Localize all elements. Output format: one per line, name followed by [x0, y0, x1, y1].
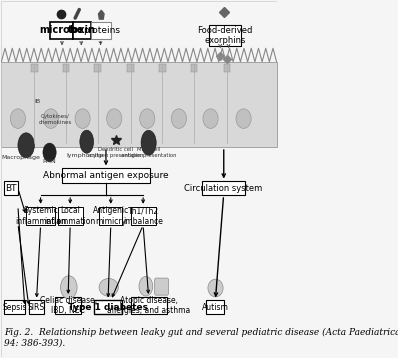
- FancyBboxPatch shape: [159, 64, 166, 72]
- Text: Atopic disease,
allergies, and asthma: Atopic disease, allergies, and asthma: [107, 296, 190, 315]
- Text: Mast cell
antigen presentation: Mast cell antigen presentation: [121, 147, 176, 158]
- FancyBboxPatch shape: [26, 207, 55, 225]
- FancyBboxPatch shape: [50, 21, 73, 39]
- FancyBboxPatch shape: [131, 207, 156, 225]
- FancyBboxPatch shape: [207, 300, 224, 314]
- Ellipse shape: [18, 133, 34, 158]
- Ellipse shape: [139, 276, 153, 296]
- FancyBboxPatch shape: [209, 25, 241, 46]
- FancyBboxPatch shape: [191, 64, 197, 72]
- FancyBboxPatch shape: [99, 207, 123, 225]
- Text: Fig. 2.  Relationship between leaky gut and several pediatric disease (Acta Paed: Fig. 2. Relationship between leaky gut a…: [4, 328, 398, 337]
- Text: Macrophage: Macrophage: [1, 155, 40, 160]
- FancyBboxPatch shape: [31, 64, 38, 72]
- Ellipse shape: [208, 279, 223, 297]
- Text: Autism: Autism: [202, 303, 229, 312]
- FancyBboxPatch shape: [155, 278, 168, 295]
- Text: Systemic
inflammation: Systemic inflammation: [15, 206, 66, 226]
- FancyBboxPatch shape: [224, 64, 230, 72]
- Text: PMN: PMN: [43, 159, 57, 164]
- Text: toxin: toxin: [68, 25, 96, 35]
- Ellipse shape: [10, 109, 25, 129]
- Polygon shape: [99, 10, 104, 19]
- Ellipse shape: [171, 109, 187, 129]
- Text: BT: BT: [5, 184, 17, 193]
- Text: Dendritic cell
antigen presentation: Dendritic cell antigen presentation: [88, 147, 143, 158]
- Text: Circulation system: Circulation system: [185, 184, 263, 193]
- FancyBboxPatch shape: [94, 64, 101, 72]
- Ellipse shape: [99, 279, 118, 296]
- Text: IB: IB: [34, 98, 40, 103]
- FancyBboxPatch shape: [58, 207, 82, 225]
- FancyBboxPatch shape: [91, 21, 111, 39]
- Ellipse shape: [203, 109, 218, 129]
- Text: proteins: proteins: [83, 26, 120, 35]
- Text: microbe: microbe: [39, 25, 84, 35]
- Text: SIRS: SIRS: [28, 303, 45, 312]
- FancyBboxPatch shape: [73, 21, 91, 39]
- Ellipse shape: [80, 130, 94, 153]
- Text: Abnormal antigen exposure: Abnormal antigen exposure: [43, 171, 169, 180]
- Text: Th1/Th2
imbalance: Th1/Th2 imbalance: [123, 206, 163, 226]
- Text: Cytokines/
chemokines: Cytokines/ chemokines: [39, 114, 72, 125]
- Ellipse shape: [75, 109, 90, 129]
- Text: lymphocyte: lymphocyte: [67, 153, 104, 158]
- FancyBboxPatch shape: [202, 182, 245, 195]
- Text: Antigenic
mimicry: Antigenic mimicry: [93, 206, 129, 226]
- FancyBboxPatch shape: [1, 62, 277, 147]
- Ellipse shape: [43, 109, 59, 129]
- FancyBboxPatch shape: [94, 300, 123, 314]
- Ellipse shape: [236, 109, 251, 129]
- FancyBboxPatch shape: [4, 300, 25, 314]
- Text: Celiac disease,
IBD, NEC: Celiac disease, IBD, NEC: [39, 296, 97, 315]
- FancyBboxPatch shape: [127, 64, 134, 72]
- Text: Local
inflammation: Local inflammation: [45, 206, 96, 226]
- Text: Sepsis: Sepsis: [2, 303, 27, 312]
- FancyBboxPatch shape: [4, 182, 18, 195]
- FancyBboxPatch shape: [131, 297, 166, 314]
- FancyBboxPatch shape: [29, 300, 44, 314]
- Ellipse shape: [43, 143, 56, 161]
- Ellipse shape: [141, 130, 156, 155]
- Ellipse shape: [107, 109, 122, 129]
- Text: Type 1 diabetes: Type 1 diabetes: [68, 303, 148, 312]
- Text: Food-derived
exorphins: Food-derived exorphins: [197, 26, 253, 45]
- Ellipse shape: [140, 109, 155, 129]
- FancyBboxPatch shape: [55, 297, 81, 314]
- Ellipse shape: [60, 276, 77, 299]
- Text: 94: 386-393).: 94: 386-393).: [4, 339, 65, 348]
- FancyBboxPatch shape: [62, 168, 150, 183]
- FancyBboxPatch shape: [63, 64, 69, 72]
